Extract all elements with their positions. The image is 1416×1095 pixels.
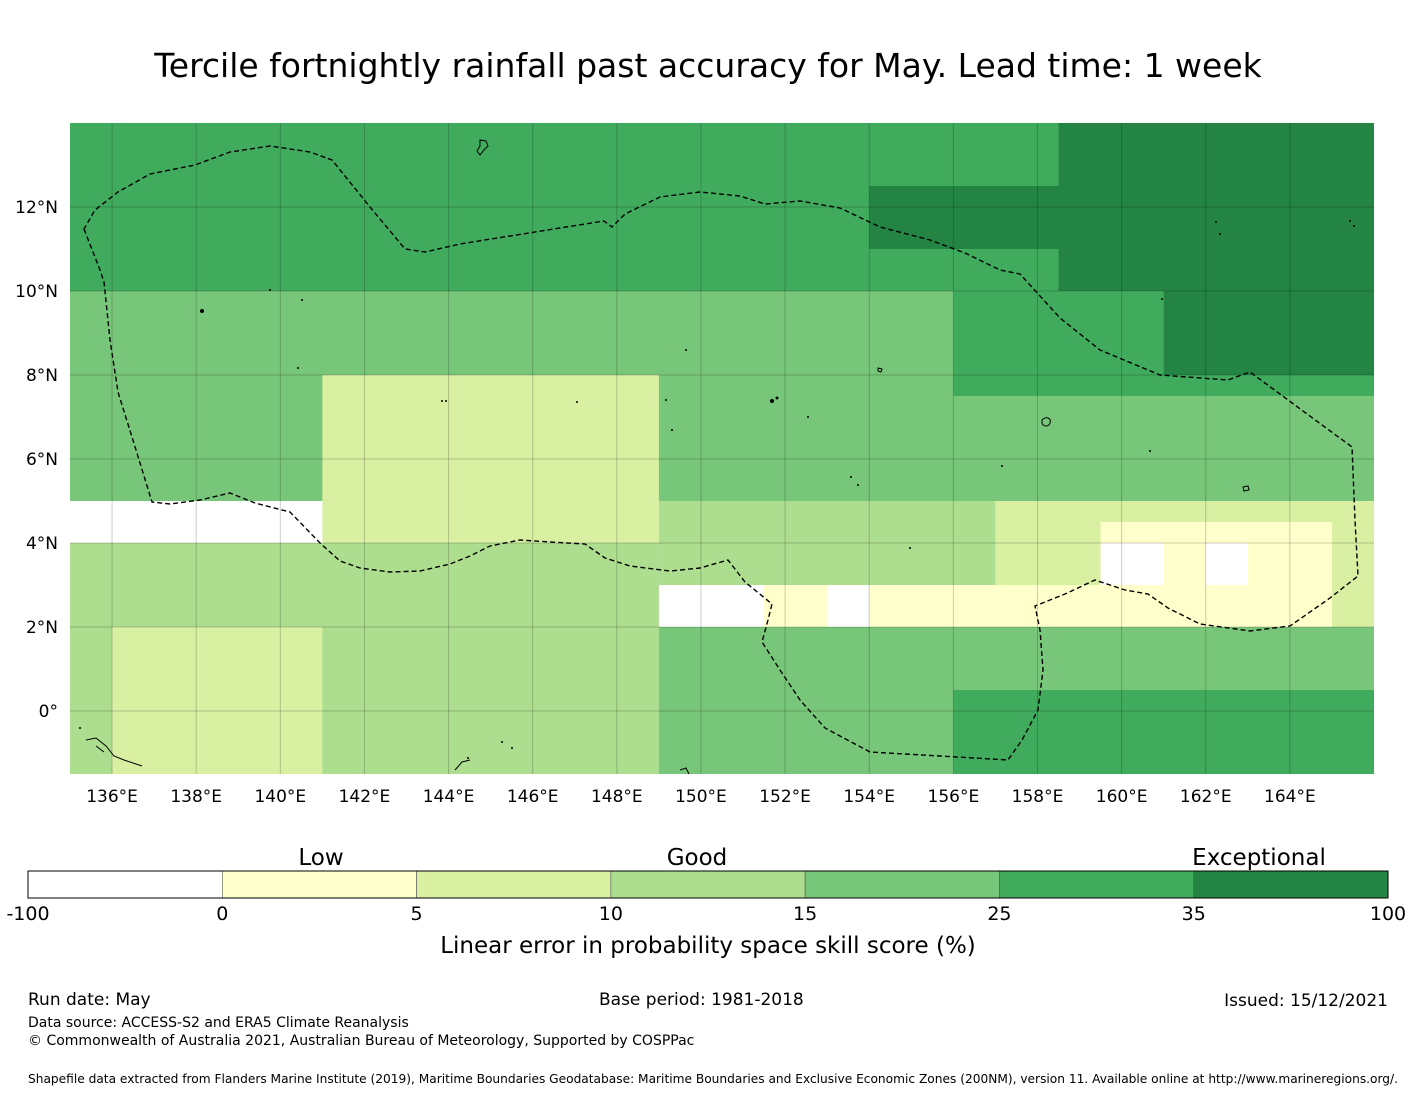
longitude-axis: 136°E 138°E 140°E 142°E 144°E 146°E 148°E 150°E… (86, 787, 1316, 807)
skill-cell-8 (658, 501, 996, 585)
issued-date: Issued: 15/12/2021 (1224, 991, 1388, 1011)
lon-tick-label: 148°E (591, 787, 643, 807)
colorbar-tick-label: 5 (411, 903, 423, 925)
run-date: Run date: May (28, 990, 151, 1010)
lon-tick-label: 136°E (86, 787, 138, 807)
colorbar-ticks: -100 0 5 10 15 25 35 100 (6, 903, 1406, 925)
colorbar-swatch-3 (610, 870, 806, 899)
colorbar-tick-label: 100 (1370, 903, 1406, 925)
small-islets (79, 220, 1355, 759)
legend-category-low: Low (298, 845, 343, 871)
skill-cell-13 (1205, 543, 1248, 585)
legend-category-exceptional: Exceptional (1192, 845, 1326, 871)
data-source: Data source: ACCESS-S2 and ERA5 Climate … (28, 1015, 409, 1031)
island-outlines (85, 139, 1250, 775)
skill-cell-6 (70, 396, 1374, 501)
lat-tick-label: 12°N (15, 198, 58, 218)
manus-island (454, 759, 690, 775)
colorbar-tick-label: 15 (793, 903, 817, 925)
skill-cell-1 (1058, 123, 1374, 291)
lon-tick-label: 138°E (170, 787, 222, 807)
skill-cell-18 (953, 690, 1374, 774)
lat-tick-label: 8°N (26, 366, 58, 386)
skill-grid (70, 123, 1374, 774)
map-title: Tercile fortnightly rainfall past accura… (154, 46, 1262, 85)
lat-tick-label: 0° (39, 702, 58, 722)
kosrae-island (1242, 485, 1250, 492)
lon-tick-label: 142°E (339, 787, 391, 807)
lon-tick-label: 160°E (1096, 787, 1148, 807)
lon-tick-label: 140°E (254, 787, 306, 807)
colorbar-swatch-4 (804, 870, 1000, 899)
skill-cell-14 (827, 585, 870, 627)
colorbar-swatch-2 (416, 870, 612, 899)
chuuk-lagoon (1041, 417, 1051, 427)
colorbar-tick-label: -100 (6, 903, 49, 925)
skill-cell-12 (1100, 543, 1164, 585)
lat-tick-label: 10°N (15, 282, 58, 302)
colorbar-swatch-5 (999, 870, 1195, 899)
lon-tick-label: 146°E (507, 787, 559, 807)
pohnpei-island (877, 367, 883, 373)
colorbar-frame (27, 870, 1389, 899)
copyright-notice: © Commonwealth of Australia 2021, Austra… (28, 1033, 695, 1049)
shapefile-credit: Shapefile data extracted from Flanders M… (28, 1072, 1399, 1086)
lon-tick-label: 156°E (928, 787, 980, 807)
colorbar-tick-label: 35 (1182, 903, 1206, 925)
colorbar-tick-label: 0 (216, 903, 228, 925)
graticule (70, 123, 1374, 774)
skill-cell-5 (1163, 291, 1374, 375)
colorbar-tick-label: 25 (987, 903, 1011, 925)
lon-tick-label: 164°E (1264, 787, 1316, 807)
latitude-axis: 12°N 10°N 8°N 6°N 4°N 2°N 0° (15, 198, 58, 722)
lat-tick-label: 4°N (26, 534, 58, 554)
lon-tick-label: 162°E (1180, 787, 1232, 807)
lon-tick-label: 150°E (675, 787, 727, 807)
skill-cell-2 (869, 186, 1059, 249)
eez-boundary (83, 145, 1359, 761)
base-period: Base period: 1981-2018 (599, 990, 804, 1010)
colorbar-swatch-0 (27, 870, 223, 899)
colorbar-swatch-1 (221, 870, 417, 899)
colorbar-tick-label: 10 (599, 903, 623, 925)
new-guinea-coast (85, 737, 143, 767)
colorbar-swatch-6 (1193, 870, 1389, 899)
lon-tick-label: 158°E (1012, 787, 1064, 807)
skill-cell-7 (322, 375, 659, 543)
colorbar-swatches (27, 870, 1389, 899)
lon-tick-label: 154°E (843, 787, 895, 807)
colorbar-legend: Low Good Exceptional -100 0 5 10 15 25 35 100 L… (6, 845, 1406, 959)
lon-tick-label: 152°E (759, 787, 811, 807)
legend-category-good: Good (667, 845, 728, 871)
lat-tick-label: 2°N (26, 618, 58, 638)
skill-cell-16 (112, 627, 323, 774)
colorbar-label: Linear error in probability space skill … (440, 933, 976, 959)
guam-island (476, 139, 489, 156)
lon-tick-label: 144°E (423, 787, 475, 807)
lat-tick-label: 6°N (26, 450, 58, 470)
